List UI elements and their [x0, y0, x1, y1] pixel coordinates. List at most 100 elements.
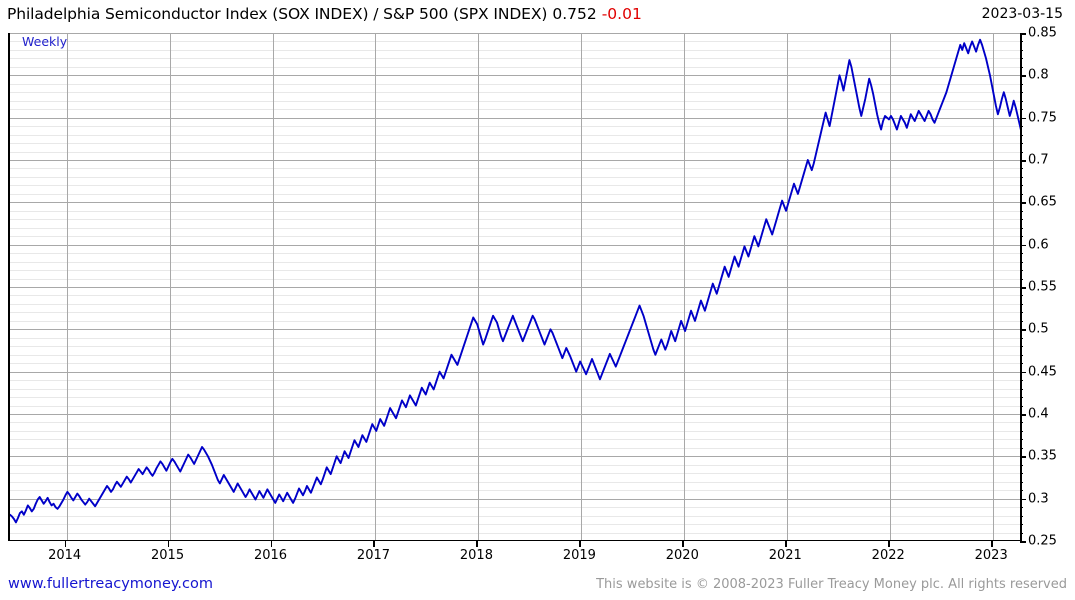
- y-axis-minor-tick: [1020, 261, 1023, 263]
- y-axis-tick: [1020, 287, 1026, 289]
- y-axis-label: 0.85: [1028, 25, 1057, 41]
- y-axis-minor-tick: [1020, 66, 1023, 68]
- y-axis-minor-tick: [1020, 227, 1023, 229]
- y-axis-tick: [1020, 498, 1026, 501]
- x-axis-label: 2017: [356, 548, 391, 563]
- y-axis-tick: [1020, 75, 1026, 77]
- y-axis-minor-tick: [1020, 168, 1023, 170]
- y-axis-minor-tick: [1020, 490, 1023, 492]
- price-line-chart: [10, 33, 1020, 540]
- y-axis: 0.25 0.3 0.35 0.4 0.45 0.5 0.55 0.6 0.65 0.7 0.75 0…: [1020, 26, 1075, 549]
- y-axis-minor-tick: [1020, 295, 1023, 297]
- y-axis-minor-tick: [1020, 193, 1023, 195]
- y-axis-minor-tick: [1020, 270, 1023, 272]
- y-axis-minor-tick: [1020, 354, 1023, 356]
- y-axis-label: 0.4: [1028, 406, 1049, 422]
- y-axis-minor-tick: [1020, 363, 1023, 365]
- y-axis-minor-tick: [1020, 126, 1023, 128]
- y-axis-label: 0.35: [1028, 448, 1057, 464]
- x-axis-label: 2018: [459, 548, 493, 563]
- y-axis-label: 0.5: [1028, 321, 1049, 337]
- y-axis-label: 0.75: [1028, 110, 1057, 126]
- x-axis-tick: [476, 541, 478, 547]
- y-axis-minor-tick: [1020, 337, 1023, 339]
- y-axis-label: 0.55: [1028, 279, 1057, 295]
- title-group: Philadelphia Semiconductor Index (SOX IN…: [0, 5, 642, 23]
- y-axis-minor-tick: [1020, 532, 1023, 534]
- y-axis-minor-tick: [1020, 151, 1023, 153]
- header-date: 2023-03-15: [981, 6, 1063, 22]
- y-axis-label: 0.8: [1028, 67, 1049, 83]
- y-axis-minor-tick: [1020, 134, 1023, 136]
- y-axis-minor-tick: [1020, 92, 1023, 94]
- x-axis-tick: [579, 541, 581, 547]
- website-link[interactable]: www.fullertreacymoney.com: [8, 576, 213, 592]
- y-axis-minor-tick: [1020, 473, 1023, 475]
- y-axis-tick: [1020, 160, 1026, 162]
- x-axis-tick: [785, 541, 787, 547]
- last-value: 0.752: [552, 5, 597, 23]
- y-axis-minor-tick: [1020, 388, 1023, 390]
- y-axis-tick: [1020, 202, 1026, 204]
- value-change: -0.01: [601, 5, 642, 23]
- y-axis-minor-tick: [1020, 430, 1023, 432]
- x-axis-tick: [682, 541, 684, 547]
- copyright-notice: This website is © 2008-2023 Fuller Treac…: [596, 576, 1067, 592]
- chart-footer: www.fullertreacymoney.com This website i…: [0, 572, 1075, 596]
- y-axis-tick: [1020, 371, 1026, 374]
- y-axis-label: 0.45: [1028, 364, 1057, 380]
- chart-area: Weekly: [8, 33, 1020, 541]
- y-axis-tick: [1020, 244, 1026, 247]
- y-axis-minor-tick: [1020, 524, 1023, 526]
- x-axis-tick: [888, 541, 890, 547]
- x-axis-label: 2015: [151, 548, 185, 563]
- y-axis-minor-tick: [1020, 219, 1023, 221]
- y-axis-minor-tick: [1020, 320, 1023, 322]
- y-axis-minor-tick: [1020, 507, 1023, 509]
- y-axis-minor-tick: [1020, 515, 1023, 517]
- x-axis-label: 2016: [253, 548, 288, 563]
- y-axis-minor-tick: [1020, 109, 1023, 111]
- y-axis-minor-tick: [1020, 346, 1023, 348]
- y-axis-minor-tick: [1020, 447, 1023, 449]
- y-axis-minor-tick: [1020, 83, 1023, 85]
- chart-header: Philadelphia Semiconductor Index (SOX IN…: [0, 0, 1075, 28]
- y-axis-tick: [1020, 456, 1026, 458]
- y-axis-tick: [1020, 329, 1026, 331]
- price-line: [10, 38, 1020, 524]
- y-axis-minor-tick: [1020, 49, 1023, 51]
- x-axis: 2014 2015 2016 2017 2018 2019 2020 2021 2022 2023: [8, 541, 1020, 569]
- x-axis-label: 2019: [562, 548, 596, 563]
- y-axis-label: 0.6: [1028, 237, 1049, 253]
- x-axis-label: 2014: [48, 548, 82, 563]
- y-axis-label: 0.65: [1028, 194, 1057, 210]
- x-axis-label: 2022: [871, 548, 905, 563]
- y-axis-minor-tick: [1020, 41, 1023, 43]
- y-axis-minor-tick: [1020, 481, 1023, 483]
- y-axis-minor-tick: [1020, 422, 1023, 424]
- y-axis-tick: [1020, 414, 1026, 416]
- frequency-label: Weekly: [22, 34, 68, 49]
- y-axis-minor-tick: [1020, 176, 1023, 178]
- plot-region: Weekly: [8, 33, 1020, 541]
- x-axis-tick: [167, 541, 170, 547]
- y-axis-label: 0.7: [1028, 152, 1049, 168]
- y-axis-label: 0.25: [1028, 533, 1057, 549]
- y-axis-minor-tick: [1020, 253, 1023, 255]
- y-axis-minor-tick: [1020, 58, 1023, 60]
- y-axis-tick: [1020, 117, 1026, 120]
- y-axis-minor-tick: [1020, 210, 1023, 212]
- y-axis-minor-tick: [1020, 380, 1023, 382]
- y-axis-minor-tick: [1020, 312, 1023, 314]
- y-axis-tick: [1020, 541, 1026, 543]
- x-axis-tick: [373, 541, 375, 547]
- y-axis-minor-tick: [1020, 278, 1023, 280]
- y-axis-label: 0.3: [1028, 491, 1049, 507]
- x-axis-tick: [270, 541, 273, 547]
- x-axis-tick: [991, 541, 993, 547]
- y-axis-minor-tick: [1020, 405, 1023, 407]
- y-axis-minor-tick: [1020, 100, 1023, 102]
- y-axis-minor-tick: [1020, 439, 1023, 441]
- y-axis-minor-tick: [1020, 303, 1023, 305]
- y-axis-minor-tick: [1020, 143, 1023, 145]
